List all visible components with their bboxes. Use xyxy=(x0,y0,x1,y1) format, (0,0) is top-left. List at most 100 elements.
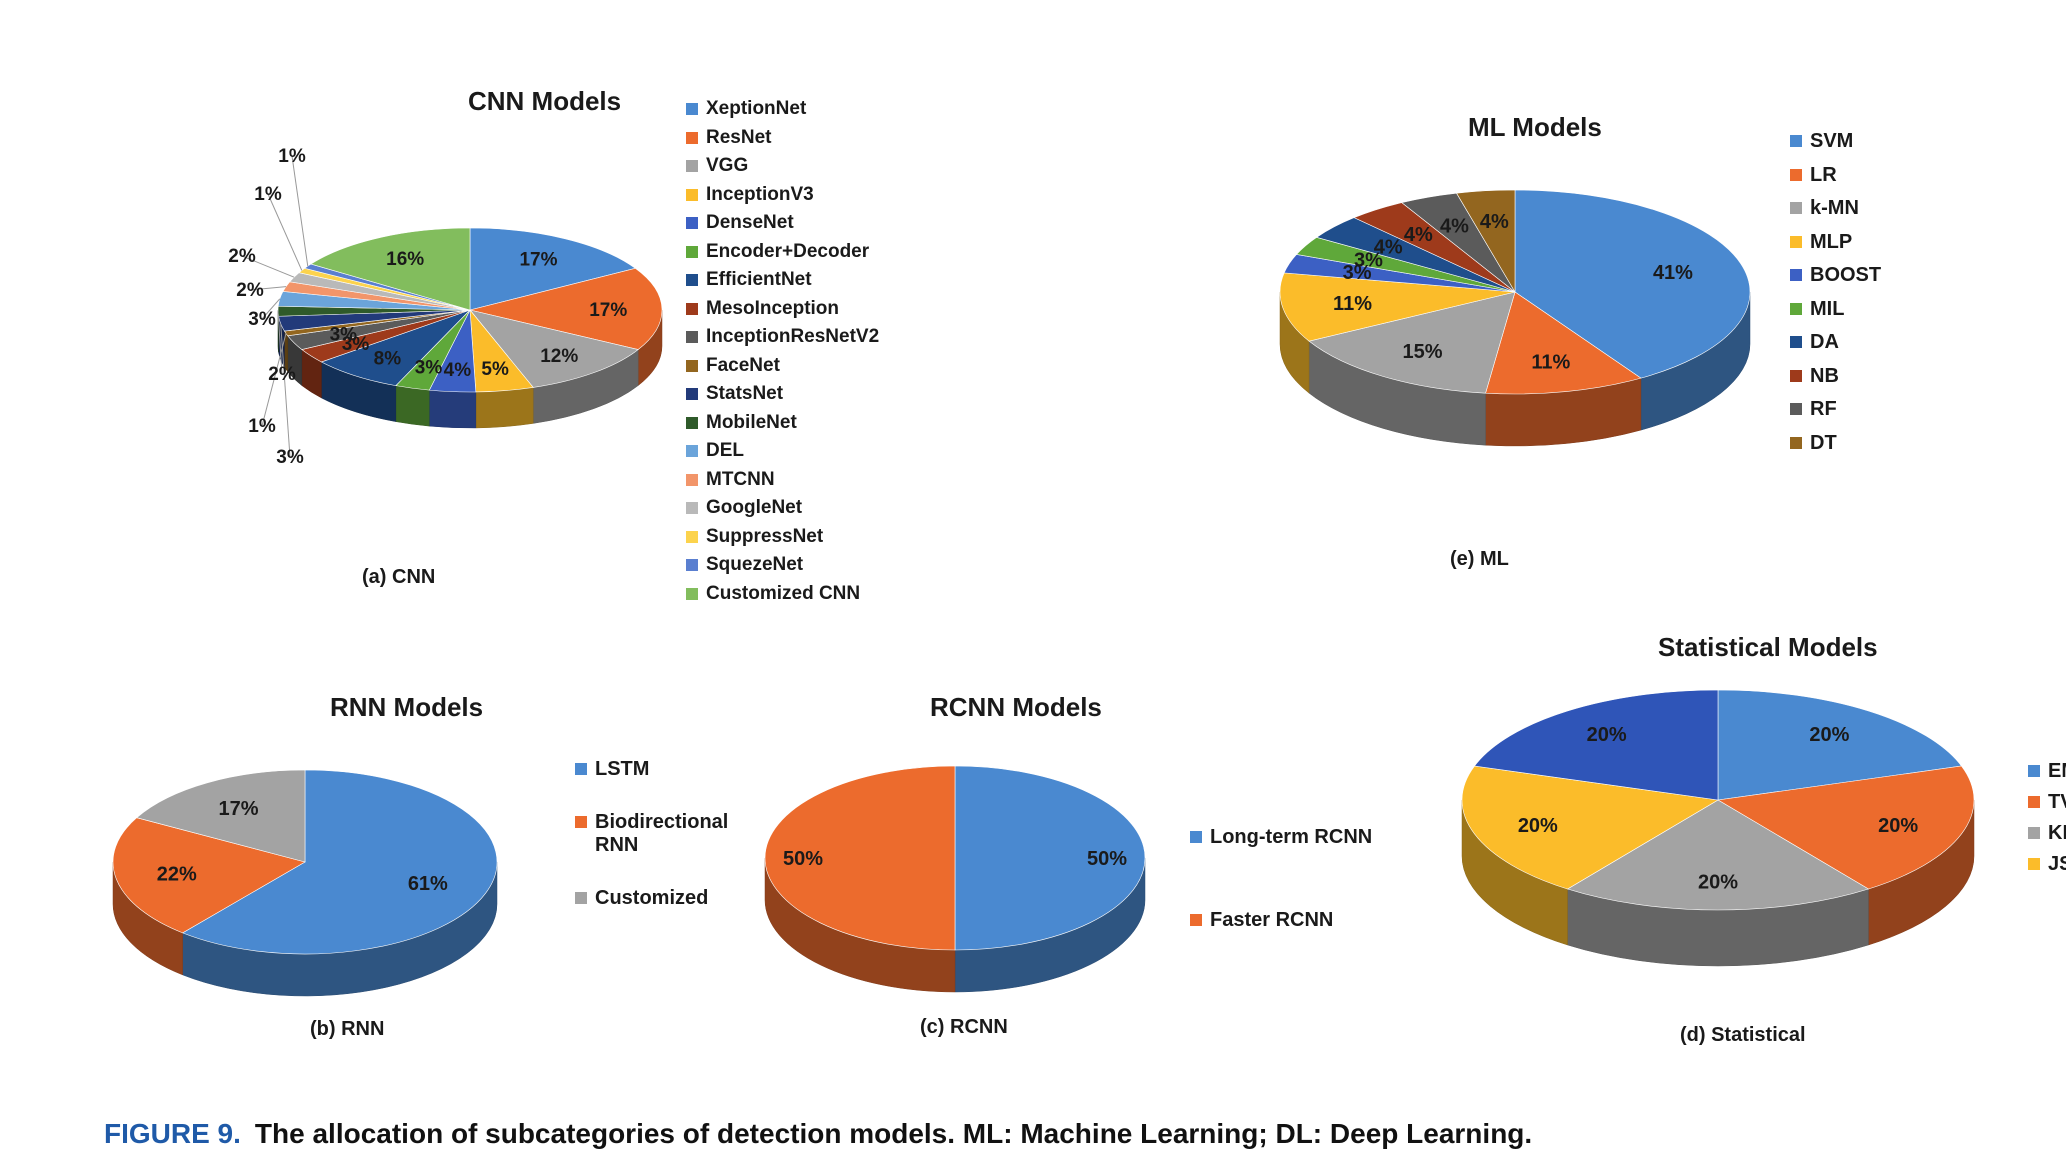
cnn-legend-label: ResNet xyxy=(706,126,772,148)
cnn-data-label-statsnet: 3% xyxy=(276,447,304,468)
ml-data-label-lr: 11% xyxy=(1531,352,1570,374)
rcnn-legend-item-faster-rcnn: Faster RCNN xyxy=(1190,909,1372,932)
rnn-slice-biodirectional-rnn xyxy=(112,817,306,934)
cnn-legend-item-densenet: DenseNet xyxy=(686,212,879,234)
cnn-legend-label: EfficientNet xyxy=(706,269,812,290)
rcnn-data-label-faster-rcnn: 50% xyxy=(783,848,823,870)
rcnn-pie-top xyxy=(764,765,1146,951)
cnn-data-label-facenet: 1% xyxy=(248,416,276,437)
cnn-legend-label: MesoInception xyxy=(706,297,840,319)
stat-legend-label: EM xyxy=(2048,760,2066,782)
stat-legend-item-em: EM xyxy=(2028,760,2066,783)
ml-legend-item-boost: BOOST xyxy=(1790,264,1881,287)
cnn-data-label-suppressnet: 1% xyxy=(254,184,282,205)
cnn-legend-swatch xyxy=(686,217,698,229)
rnn-chart-panel: RNN Models 61% 22% 17% LSTM Biodirectional … xyxy=(0,640,760,1060)
cnn-legend: XeptionNet ResNet VGG InceptionV3 DenseNet En… xyxy=(686,98,879,611)
cnn-legend-swatch xyxy=(686,188,698,201)
rnn-legend-swatch xyxy=(575,816,587,828)
cnn-legend-swatch xyxy=(686,103,698,115)
ml-data-label-svm: 41% xyxy=(1653,262,1693,284)
cnn-data-label-squezenet: 1% xyxy=(278,146,306,167)
rnn-legend-swatch xyxy=(575,892,587,904)
ml-legend-item-dt: DT xyxy=(1790,432,1881,455)
cnn-data-label-customized-cnn: 16% xyxy=(386,249,424,270)
ml-legend-label: LR xyxy=(1810,163,1837,186)
stat-data-label-kl: 20% xyxy=(1698,871,1738,893)
rcnn-legend: Long-term RCNN Faster RCNN xyxy=(1190,826,1372,992)
cnn-slice-xeptionnet xyxy=(469,227,636,311)
figure-caption: FIGURE 9. The allocation of subcategories… xyxy=(104,1118,1532,1150)
ml-legend-swatch xyxy=(1790,202,1802,214)
rnn-legend-swatch xyxy=(575,763,587,775)
cnn-legend-label: DEL xyxy=(706,440,744,461)
ml-legend-label: k-MN xyxy=(1810,197,1859,219)
cnn-legend-swatch xyxy=(686,388,698,400)
ml-legend-item-mil: MIL xyxy=(1790,298,1881,321)
rcnn-legend-swatch xyxy=(1190,831,1202,843)
ml-data-label-k-mn: 15% xyxy=(1403,341,1443,363)
cnn-legend-item-customized-cnn: Customized CNN xyxy=(686,583,879,605)
ml-chart-caption: (e) ML xyxy=(1450,548,1509,570)
stat-data-label-tv: 20% xyxy=(1878,815,1918,837)
cnn-legend-swatch xyxy=(686,302,698,315)
rcnn-slice-faster-rcnn xyxy=(764,765,956,951)
figure-caption-label: FIGURE 9. xyxy=(104,1118,241,1149)
rnn-chart-title: RNN Models xyxy=(330,692,484,722)
cnn-slice-side-encoder-decoder xyxy=(395,385,430,427)
cnn-legend-item-inceptionresnetv2: InceptionResNetV2 xyxy=(686,326,879,348)
cnn-legend-label: InceptionResNetV2 xyxy=(706,326,880,347)
cnn-legend-swatch xyxy=(686,530,698,543)
cnn-slice-efficientnet xyxy=(320,309,471,386)
cnn-data-label-vgg: 12% xyxy=(540,346,578,367)
ml-legend-label: RF xyxy=(1810,398,1837,420)
cnn-legend-label: Encoder+Decoder xyxy=(706,240,870,262)
ml-legend-label: DA xyxy=(1810,331,1839,353)
stat-slice-4 xyxy=(1473,689,1719,801)
ml-pie-top xyxy=(1279,189,1751,395)
stat-data-label-em: 20% xyxy=(1809,724,1849,746)
cnn-pie-top xyxy=(277,227,663,393)
cnn-legend-item-vgg: VGG xyxy=(686,155,879,177)
ml-legend-item-svm: SVM xyxy=(1790,130,1881,153)
rnn-legend-label: LSTM xyxy=(595,758,650,780)
ml-legend-item-mlp: MLP xyxy=(1790,231,1881,254)
stat-pie-chart: 20% 20% 20% 20% 20% xyxy=(1461,689,1975,967)
rnn-legend-item-biodirectional-rnn: Biodirectional RNN xyxy=(575,811,760,857)
cnn-legend-item-del: DEL xyxy=(686,440,879,462)
cnn-data-labels: 17%17%12%5%4%3%8%3%3%1%3%2%3%2%2%1%1%16% xyxy=(228,146,627,468)
cnn-legend-item-squezenet: SquezeNet xyxy=(686,554,879,576)
stat-legend-item-js: JS xyxy=(2028,853,2066,876)
rnn-legend: LSTM Biodirectional RNN Customized xyxy=(575,758,760,940)
ml-legend: SVM LR k-MN MLP BOOST MIL DA NB RF DT xyxy=(1790,130,1881,465)
rcnn-chart-caption: (c) RCNN xyxy=(920,1016,1008,1038)
stat-legend-label: KL xyxy=(2048,822,2066,844)
rnn-legend-item-customized: Customized xyxy=(575,887,760,910)
cnn-data-label-mesoinception: 3% xyxy=(342,334,370,355)
cnn-legend-swatch xyxy=(686,331,698,343)
cnn-legend-item-inceptionv3: InceptionV3 xyxy=(686,184,879,206)
cnn-data-label-mobilenet: 2% xyxy=(268,364,296,385)
ml-slice-svm xyxy=(1514,189,1751,379)
stat-slice-em xyxy=(1717,689,1963,801)
cnn-slice-customized-cnn xyxy=(310,227,471,311)
cnn-legend-label: DenseNet xyxy=(706,212,794,233)
rcnn-slice-long-term-rcnn xyxy=(954,765,1146,951)
cnn-slice-vgg xyxy=(469,309,639,388)
stat-slice-js xyxy=(1461,765,1719,890)
cnn-legend-item-mobilenet: MobileNet xyxy=(686,412,879,434)
stat-data-label-4: 20% xyxy=(1587,724,1627,746)
ml-legend-swatch xyxy=(1790,369,1802,382)
rnn-legend-label: Customized xyxy=(595,887,709,909)
cnn-legend-swatch xyxy=(686,245,698,258)
rcnn-chart-title: RCNN Models xyxy=(930,692,1102,722)
cnn-data-label-densenet: 4% xyxy=(444,360,472,381)
rnn-pie-chart: 61% 22% 17% xyxy=(112,769,498,997)
ml-legend-swatch xyxy=(1790,235,1802,248)
stat-data-labels: 20% 20% 20% 20% 20% xyxy=(1518,724,1919,893)
ml-legend-item-lr: LR xyxy=(1790,164,1881,187)
ml-legend-item-k-mn: k-MN xyxy=(1790,197,1881,220)
cnn-legend-item-googlenet: GoogleNet xyxy=(686,497,879,519)
rcnn-data-label-long-term-rcnn: 50% xyxy=(1087,848,1127,870)
cnn-leader-suppressnet xyxy=(267,193,303,271)
